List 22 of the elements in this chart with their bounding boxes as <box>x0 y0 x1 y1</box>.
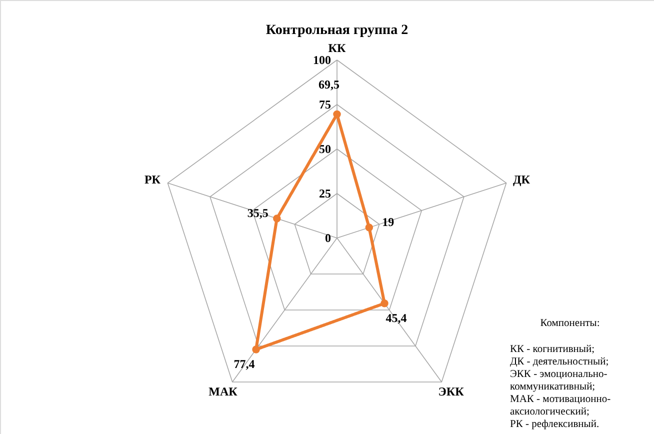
text: РК - рефлексивный. <box>510 419 600 430</box>
text: ЭКК - эмоционально-коммуникативный; <box>510 369 608 392</box>
spoke-label: ДК <box>513 172 530 186</box>
text: 77,4 <box>234 357 255 372</box>
spoke-label: КК <box>328 41 346 55</box>
text: 35,5 <box>247 206 268 220</box>
y-tick-label: 0 <box>325 231 331 245</box>
y-tick-label: 25 <box>319 186 331 200</box>
spoke-label: ЭКК <box>438 384 464 399</box>
text: ДК - деятельностный; <box>510 356 609 368</box>
text: Компоненты: <box>540 318 600 329</box>
spoke-label: РК <box>144 172 161 186</box>
y-tick-label: 50 <box>319 142 331 156</box>
y-tick-label: 75 <box>319 98 331 112</box>
y-tick-label: 100 <box>313 53 331 67</box>
text: 69,5 <box>318 77 340 92</box>
chart-title: Контрольная группа 2 <box>266 23 408 38</box>
spoke-label: МАК <box>208 384 238 399</box>
text: КК - когнитивный; <box>510 344 595 355</box>
text: МАК - мотивационно-аксиологический; <box>510 394 612 418</box>
text: 45,4 <box>386 310 407 325</box>
text: 19 <box>382 214 394 229</box>
